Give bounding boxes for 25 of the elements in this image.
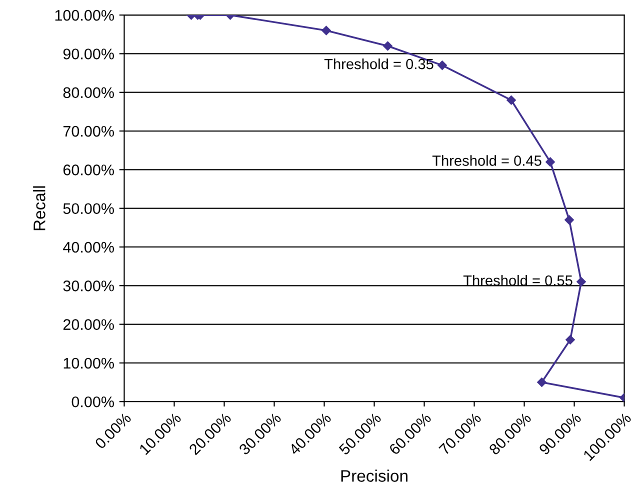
point — [576, 277, 586, 286]
point — [322, 26, 331, 36]
y-tick-label: 30.00% — [63, 280, 114, 292]
point — [383, 41, 392, 51]
y-tick-label: 50.00% — [63, 203, 114, 214]
y-tick-label: 90.00% — [63, 48, 114, 60]
y-tick-label: 20.00% — [63, 319, 114, 330]
point — [566, 335, 575, 344]
annotation: Threshold = 0.35 — [324, 58, 434, 70]
y-tick-label: 0.00% — [72, 396, 114, 408]
y-tick-label: 70.00% — [63, 126, 114, 137]
x-axis-title: Precision — [341, 470, 408, 482]
y-axis-title: Recall — [33, 186, 46, 230]
y-tick-label: 10.00% — [64, 358, 114, 369]
annotation: Threshold = 0.45 — [432, 155, 542, 166]
point — [438, 60, 447, 70]
point — [506, 95, 516, 105]
point — [537, 378, 546, 387]
y-tick-label: 40.00% — [63, 242, 114, 253]
point — [564, 215, 574, 225]
point — [546, 157, 555, 167]
annotation: Threshold = 0.55 — [463, 274, 572, 286]
y-tick-label: 100.00% — [55, 10, 114, 21]
y-tick-label: 60.00% — [63, 164, 114, 176]
y-tick-label: 80.00% — [63, 87, 114, 98]
